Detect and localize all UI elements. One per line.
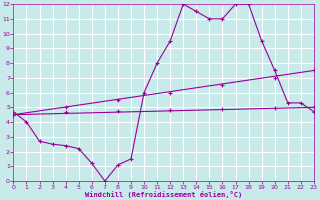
- X-axis label: Windchill (Refroidissement éolien,°C): Windchill (Refroidissement éolien,°C): [85, 191, 242, 198]
